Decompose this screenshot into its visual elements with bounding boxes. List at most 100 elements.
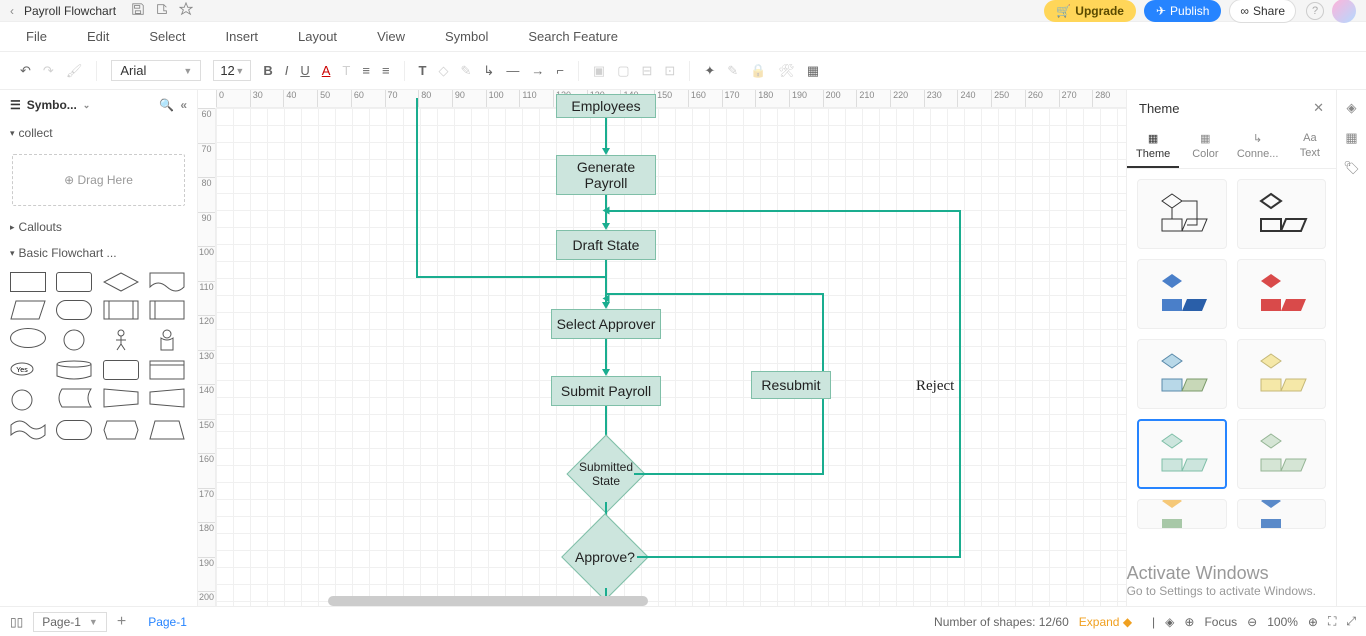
shape-actor[interactable] — [149, 328, 185, 352]
font-color-icon[interactable]: A — [322, 63, 331, 78]
text-tool-icon[interactable]: T — [419, 63, 427, 78]
menu-layout[interactable]: Layout — [298, 29, 337, 44]
shape-card[interactable] — [149, 360, 185, 380]
star-icon[interactable] — [179, 2, 193, 19]
menu-edit[interactable]: Edit — [87, 29, 109, 44]
brush-icon[interactable]: 🖌 — [66, 63, 83, 79]
tools-icon[interactable]: 🛠 — [778, 63, 795, 79]
shape-offpage[interactable]: Yes — [10, 360, 34, 378]
line-style-icon[interactable]: — — [506, 63, 519, 78]
pen-icon[interactable]: ✎ — [461, 63, 472, 79]
shape-tape[interactable] — [10, 420, 46, 440]
shape-round-rect[interactable] — [56, 272, 92, 292]
section-collect[interactable]: ▾collect — [0, 120, 197, 146]
shape-rect[interactable] — [10, 272, 46, 292]
tab-theme[interactable]: ▦Theme — [1127, 126, 1179, 168]
shape-delay[interactable] — [56, 420, 92, 440]
shape-connector[interactable] — [10, 388, 34, 412]
node-generate-payroll[interactable]: Generate Payroll — [556, 155, 656, 195]
shape-ellipse[interactable] — [10, 328, 46, 348]
zoom-level[interactable]: 100% — [1267, 615, 1298, 629]
zoom-in-icon[interactable]: ⊕ — [1308, 615, 1318, 629]
save-icon[interactable] — [131, 2, 145, 19]
theme-item[interactable] — [1237, 179, 1327, 249]
theme-item[interactable] — [1137, 259, 1227, 329]
theme-item[interactable] — [1137, 179, 1227, 249]
focus-button[interactable]: Focus — [1204, 615, 1237, 629]
menu-select[interactable]: Select — [149, 29, 185, 44]
font-select[interactable]: Arial▼ — [111, 60, 201, 81]
undo-icon[interactable]: ↶ — [20, 63, 31, 79]
shape-diamond[interactable] — [103, 272, 139, 292]
close-icon[interactable]: ✕ — [1313, 100, 1324, 116]
menu-insert[interactable]: Insert — [226, 29, 259, 44]
theme-item[interactable] — [1237, 499, 1327, 529]
section-basic-flowchart[interactable]: ▾Basic Flowchart ... — [0, 240, 197, 266]
shape-manual[interactable] — [103, 388, 139, 408]
font-size-select[interactable]: 12▼ — [213, 60, 251, 81]
fullscreen-icon[interactable]: ⤢ — [1346, 614, 1356, 629]
page-select[interactable]: Page-1▼ — [33, 612, 107, 632]
tab-connector[interactable]: ↳Conne... — [1232, 126, 1284, 168]
shape-stored[interactable] — [56, 388, 92, 408]
text-format-icon[interactable]: T — [342, 63, 350, 78]
italic-icon[interactable]: I — [285, 63, 289, 78]
help-icon[interactable]: ? — [1306, 2, 1324, 20]
section-callouts[interactable]: ▸Callouts — [0, 214, 197, 240]
fit-icon[interactable]: ⛶ — [1328, 614, 1336, 629]
effects-icon[interactable]: ✦ — [704, 63, 715, 79]
fill-icon[interactable]: ◇ — [439, 63, 449, 79]
shape-internal[interactable] — [149, 300, 185, 320]
theme-item[interactable] — [1137, 419, 1227, 489]
upgrade-button[interactable]: 🛒 Upgrade — [1044, 0, 1136, 22]
publish-button[interactable]: ✈ Publish — [1144, 0, 1221, 22]
shape-parallelogram[interactable] — [10, 300, 46, 320]
drag-here-zone[interactable]: ⊕ Drag Here — [12, 154, 185, 206]
avatar[interactable] — [1332, 0, 1356, 23]
bold-icon[interactable]: B — [263, 63, 272, 78]
shape-person[interactable] — [103, 328, 139, 352]
redo-icon[interactable]: ↷ — [43, 63, 54, 79]
theme-item[interactable] — [1237, 259, 1327, 329]
arrow-style-icon[interactable]: → — [531, 63, 544, 78]
shape-manual2[interactable] — [149, 388, 185, 408]
menu-file[interactable]: File — [26, 29, 47, 44]
diamond-tool-icon[interactable]: ◈ — [1347, 100, 1357, 116]
canvas[interactable]: 0304050607080901001101201301401501601701… — [198, 90, 1126, 606]
sidebar-toggle-icon[interactable]: ▯▯ — [10, 615, 23, 629]
menu-search[interactable]: Search Feature — [528, 29, 618, 44]
send-back-icon[interactable]: ▢ — [617, 63, 629, 79]
theme-item[interactable] — [1237, 339, 1327, 409]
shape-cylinder[interactable] — [56, 360, 92, 380]
layers-icon[interactable]: ◈ — [1165, 615, 1174, 629]
shape-doc[interactable] — [149, 272, 185, 292]
grid-tool-icon[interactable]: ▦ — [1345, 130, 1357, 146]
collapse-panel-icon[interactable]: « — [180, 98, 187, 112]
shape-terminator[interactable] — [56, 300, 92, 320]
shape-circle[interactable] — [56, 328, 92, 352]
node-submit-payroll[interactable]: Submit Payroll — [551, 376, 661, 406]
target-icon[interactable]: ⊕ — [1184, 615, 1194, 629]
export-icon[interactable] — [155, 2, 169, 19]
connector-icon[interactable]: ↳ — [483, 63, 494, 79]
menu-symbol[interactable]: Symbol — [445, 29, 488, 44]
menu-view[interactable]: View — [377, 29, 405, 44]
distribute-icon[interactable]: ⊡ — [664, 63, 675, 79]
theme-item[interactable] — [1137, 339, 1227, 409]
line-jump-icon[interactable]: ⌐ — [556, 63, 564, 78]
search-icon[interactable]: 🔍 — [159, 98, 174, 112]
node-draft-state[interactable]: Draft State — [556, 230, 656, 260]
theme-item[interactable] — [1137, 499, 1227, 529]
align-v-icon[interactable]: ≡ — [382, 63, 390, 78]
page-tab[interactable]: Page-1 — [136, 615, 199, 629]
table-icon[interactable]: ▦ — [807, 63, 819, 79]
shape-round2[interactable] — [103, 360, 139, 380]
expand-button[interactable]: Expand ◆ — [1079, 615, 1132, 629]
bring-front-icon[interactable]: ▣ — [593, 63, 605, 79]
shape-display[interactable] — [103, 420, 139, 440]
edit-icon[interactable]: ✎ — [727, 63, 738, 79]
node-resubmit[interactable]: Resubmit — [751, 371, 831, 399]
horizontal-scrollbar[interactable] — [328, 596, 648, 606]
theme-item[interactable] — [1237, 419, 1327, 489]
align-left-icon[interactable]: ≡ — [362, 63, 370, 78]
